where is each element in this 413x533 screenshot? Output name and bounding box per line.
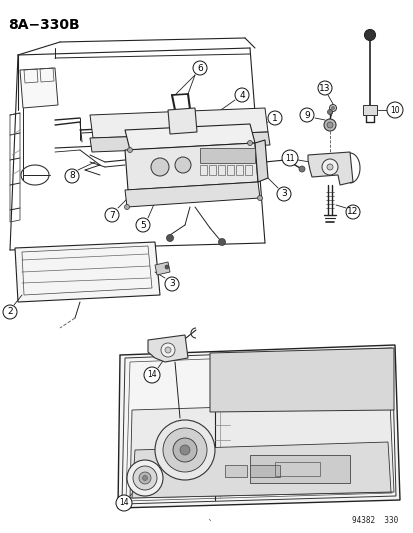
Circle shape [257,196,262,200]
Circle shape [386,102,402,118]
Circle shape [247,141,252,146]
Polygon shape [130,402,393,498]
Polygon shape [20,68,58,108]
Polygon shape [254,140,267,182]
Polygon shape [15,242,159,302]
Polygon shape [307,152,352,185]
Text: 1: 1 [271,114,277,123]
Circle shape [317,81,331,95]
Bar [224,465,247,477]
Circle shape [180,445,190,455]
Circle shape [154,420,214,480]
Text: 14: 14 [147,370,157,379]
Polygon shape [90,108,267,138]
Text: 8: 8 [69,172,75,181]
Circle shape [327,109,332,115]
Circle shape [175,157,190,173]
Bar [235,165,242,175]
Circle shape [331,107,334,109]
Bar [244,165,252,175]
Bar [218,165,224,175]
Circle shape [326,164,332,170]
Circle shape [65,169,79,183]
Circle shape [299,108,313,122]
Circle shape [326,122,332,128]
Text: 3: 3 [280,190,286,198]
Bar [226,165,233,175]
Text: ˋ: ˋ [207,520,212,530]
Circle shape [116,495,132,511]
Circle shape [165,265,169,269]
Circle shape [165,277,178,291]
Circle shape [139,472,151,484]
Circle shape [144,367,159,383]
Bar [209,165,216,175]
Circle shape [165,347,171,353]
Polygon shape [154,262,170,275]
Text: 9: 9 [304,110,309,119]
Polygon shape [168,108,197,134]
Circle shape [163,428,206,472]
Text: 11: 11 [285,154,294,163]
Circle shape [3,305,17,319]
Circle shape [218,238,225,246]
Text: 7: 7 [109,211,114,220]
Polygon shape [125,182,259,207]
Polygon shape [90,132,269,152]
Text: 4: 4 [239,91,244,100]
Circle shape [173,438,197,462]
Circle shape [127,148,132,152]
Text: 3: 3 [169,279,174,288]
Circle shape [363,29,375,41]
Circle shape [166,235,173,241]
Polygon shape [125,143,257,190]
Text: 94382  330: 94382 330 [351,516,397,525]
Polygon shape [125,124,254,150]
Circle shape [161,343,175,357]
Circle shape [345,205,359,219]
Circle shape [276,187,290,201]
Bar [274,462,319,476]
Circle shape [267,111,281,125]
Polygon shape [132,442,390,498]
Circle shape [321,159,337,175]
Circle shape [105,208,119,222]
Circle shape [281,150,297,166]
Text: 13: 13 [318,84,330,93]
Bar [199,165,206,175]
Polygon shape [209,348,393,412]
Circle shape [192,61,206,75]
Circle shape [127,460,163,496]
Circle shape [151,158,169,176]
Text: 14: 14 [119,498,128,507]
Bar [249,455,349,483]
Circle shape [124,205,129,209]
Text: 8A−330B: 8A−330B [8,18,79,32]
Polygon shape [147,335,188,362]
Circle shape [136,218,150,232]
Text: 6: 6 [197,63,202,72]
Text: 5: 5 [140,221,145,230]
Circle shape [235,88,248,102]
Bar [362,105,376,115]
Circle shape [142,475,147,481]
Circle shape [133,466,157,490]
Text: 2: 2 [7,308,13,317]
Circle shape [323,119,335,131]
Polygon shape [118,345,399,508]
Circle shape [298,166,304,172]
Text: 12: 12 [347,207,358,216]
Circle shape [329,104,336,111]
Bar [199,148,254,163]
Text: 10: 10 [389,106,399,115]
Bar [249,465,279,477]
